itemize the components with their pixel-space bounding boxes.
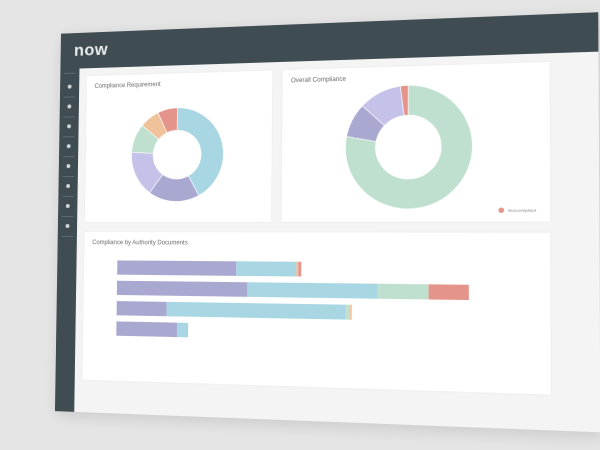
- compliance-requirement-card: Compliance Requirement: [84, 70, 273, 222]
- nav-dot-icon: [67, 124, 71, 129]
- bar-segment-row2-s2[interactable]: [247, 282, 378, 299]
- sidebar-item-6[interactable]: [62, 180, 74, 192]
- sidebar-item-1[interactable]: [64, 81, 76, 93]
- nav-dot-icon: [65, 223, 70, 228]
- legend-label: Noncompliant: [508, 207, 537, 213]
- bar-segment-row3-s2[interactable]: [166, 301, 346, 320]
- bar-segment-row3-s3[interactable]: [345, 304, 350, 320]
- bar-segment-row1-s5[interactable]: [298, 261, 302, 277]
- bar-segment-row4-s2[interactable]: [177, 322, 189, 338]
- compliance-by-authority-card: Compliance by Authority Documents: [82, 232, 551, 395]
- donut-slice-2[interactable]: [150, 174, 199, 201]
- donut-slice-1[interactable]: [345, 84, 472, 210]
- sidebar-divider: [63, 136, 75, 138]
- bar-segment-row2-s1[interactable]: [116, 280, 248, 297]
- nav-dot-icon: [67, 104, 72, 109]
- nav-dot-icon: [65, 203, 70, 208]
- bar-segment-row1-s1[interactable]: [117, 260, 237, 276]
- nav-dot-icon: [67, 84, 72, 89]
- sidebar-divider: [64, 72, 76, 74]
- donut-slice-2[interactable]: [347, 105, 385, 142]
- compliance-requirement-donut-chart: [85, 70, 272, 221]
- sidebar-item-4[interactable]: [63, 140, 75, 152]
- nav-dot-icon: [66, 144, 71, 149]
- sidebar-divider: [62, 175, 74, 178]
- sidebar-item-7[interactable]: [62, 200, 74, 212]
- sidebar-divider: [61, 235, 74, 238]
- dashboard-content: Compliance Requirement Overall Complianc…: [74, 51, 600, 433]
- bar-segment-row4-s1[interactable]: [116, 321, 178, 338]
- servicenow-logo[interactable]: now: [73, 39, 109, 60]
- overall-compliance-card: Overall Compliance Noncompliant: [281, 61, 551, 222]
- overall-compliance-donut-chart: [282, 62, 551, 222]
- sidebar-item-2[interactable]: [64, 100, 76, 112]
- donut-slice-4[interactable]: [132, 125, 159, 154]
- sidebar-divider: [63, 96, 76, 98]
- nav-dot-icon: [66, 164, 71, 169]
- sidebar-divider: [61, 215, 74, 218]
- sidebar-item-8[interactable]: [62, 220, 74, 232]
- bar-segment-row3-s1[interactable]: [116, 301, 167, 317]
- sidebar-divider: [62, 195, 74, 198]
- bar-segment-row2-s5[interactable]: [428, 284, 469, 301]
- bar-segment-row1-s4[interactable]: [296, 261, 299, 277]
- app-window: now Compliance Requirement: [54, 12, 600, 433]
- sidebar-item-3[interactable]: [63, 120, 75, 132]
- authority-stacked-bar-chart: [116, 260, 469, 338]
- nav-dot-icon: [66, 184, 71, 189]
- sidebar-divider: [63, 116, 75, 118]
- chart-legend[interactable]: Noncompliant: [497, 207, 537, 214]
- donut-slice-5[interactable]: [142, 113, 167, 140]
- bar-segment-row2-s3[interactable]: [377, 283, 429, 300]
- bar-segment-row3-s4[interactable]: [349, 304, 352, 320]
- sidebar-divider: [62, 156, 75, 158]
- sidebar-item-5[interactable]: [63, 160, 75, 172]
- bar-segment-row1-s2[interactable]: [236, 261, 297, 277]
- legend-swatch-icon: [497, 207, 504, 214]
- donut-slice-3[interactable]: [131, 152, 163, 193]
